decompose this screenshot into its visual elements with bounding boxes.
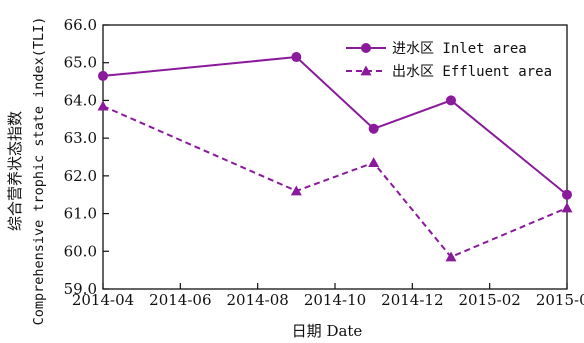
data-point-triangle: [97, 100, 109, 111]
data-point-circle: [98, 70, 108, 81]
data-point-circle: [562, 189, 572, 200]
series-1: [98, 52, 572, 200]
series-line: [102, 105, 568, 259]
legend-item: 进水区 Inlet area: [346, 41, 527, 57]
data-point-circle: [368, 123, 379, 134]
y-tick-label: 66.0: [64, 16, 97, 34]
y-tick-label: 59.0: [64, 280, 97, 298]
tick-labels: 59.0 60.0 61.0 62.0 63.0 64.0 65.0 66.0 2014-04 2…: [64, 16, 584, 309]
legend: 进水区 Inlet area 出水区 Effluent area: [346, 41, 552, 80]
y-tick-label: 63.0: [64, 129, 97, 147]
x-tick-label: 2015-02: [458, 291, 520, 309]
data-point-triangle: [368, 157, 380, 168]
y-tick-label: 60.0: [64, 242, 97, 260]
x-tick-label: 2014-10: [304, 291, 366, 309]
y-tick-label: 65.0: [64, 54, 97, 72]
x-tick-label: 2014-06: [149, 291, 211, 309]
y-axis-label-line2: Comprehensive trophic state index(TLI): [31, 17, 47, 326]
x-tick-label: 2014-08: [226, 291, 288, 309]
data-point-circle: [291, 52, 302, 63]
series-2: [97, 100, 573, 262]
x-tick-label: 2015-04: [536, 291, 584, 309]
series-layer: [97, 52, 573, 262]
y-tick-label: 64.0: [64, 91, 97, 109]
x-tick-label: 2014-04: [72, 291, 134, 309]
y-tick-label: 62.0: [64, 167, 97, 185]
legend-label: 进水区 Inlet area: [392, 41, 527, 57]
y-axis-label-line1: 综合营养状态指数: [6, 111, 24, 231]
data-point-triangle: [561, 202, 573, 213]
data-point-circle: [361, 43, 371, 53]
legend-item: 出水区 Effluent area: [346, 64, 552, 80]
x-axis-label: 日期 Date: [292, 322, 363, 340]
data-point-circle: [446, 95, 456, 106]
x-tick-label: 2014-12: [381, 291, 443, 309]
data-point-triangle: [290, 185, 302, 196]
y-tick-label: 61.0: [64, 205, 97, 223]
data-point-triangle: [445, 251, 457, 262]
legend-label: 出水区 Effluent area: [392, 64, 552, 80]
data-point-triangle: [360, 65, 372, 76]
